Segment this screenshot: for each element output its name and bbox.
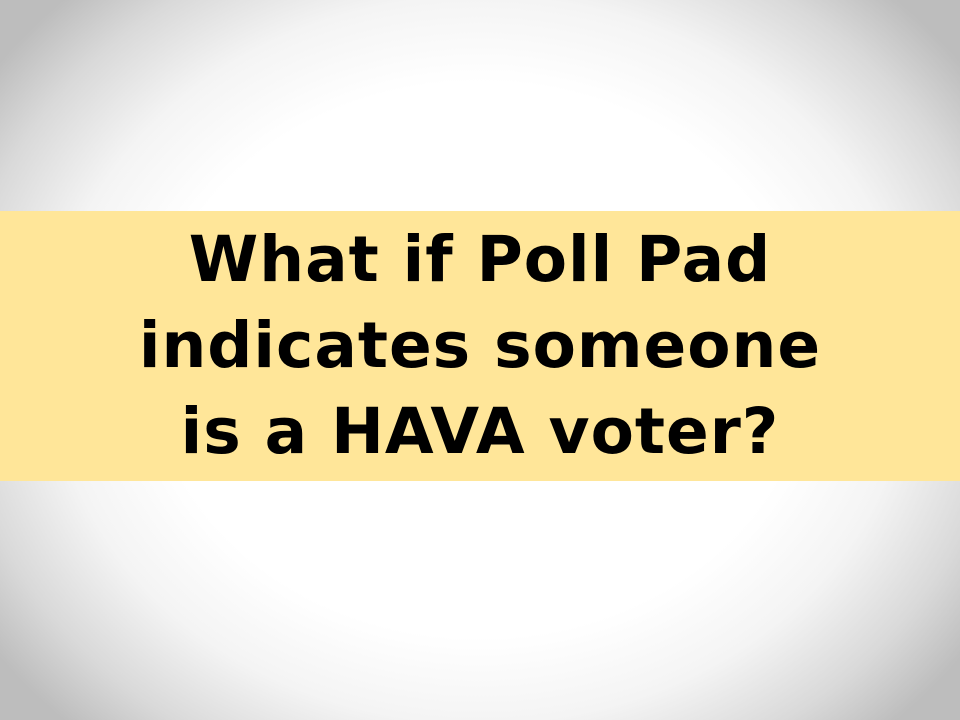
slide-title: What if Poll Pad indicates someone is a …	[139, 217, 821, 475]
title-line-3: is a HAVA voter?	[180, 395, 780, 468]
title-line-2: indicates someone	[138, 309, 822, 382]
title-banner: What if Poll Pad indicates someone is a …	[0, 211, 960, 481]
title-line-1: What if Poll Pad	[188, 223, 772, 296]
